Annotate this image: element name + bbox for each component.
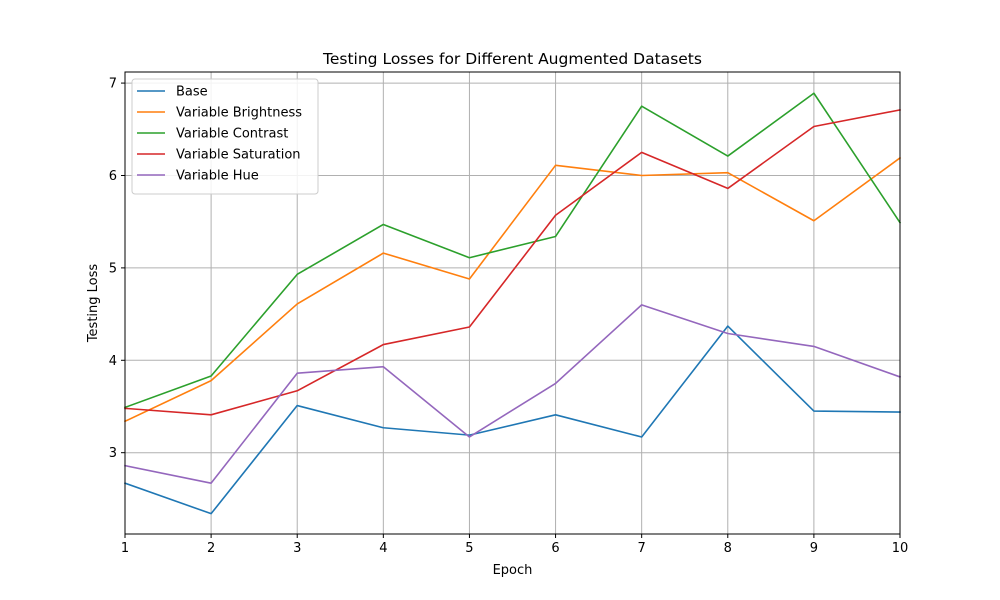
x-tick-label: 10 bbox=[892, 541, 909, 556]
y-axis-label: Testing Loss bbox=[86, 264, 101, 344]
legend-box bbox=[131, 78, 319, 195]
tick-layer: 1 2 3 4 5 6 7 8 9 10 3 4 5 6 7 bbox=[109, 77, 909, 556]
legend-label: Variable Contrast bbox=[176, 127, 288, 142]
x-tick-label: 5 bbox=[465, 541, 473, 556]
y-tick-label: 6 bbox=[109, 169, 117, 184]
plot-frame bbox=[124, 71, 901, 535]
x-tick-label: 8 bbox=[724, 541, 732, 556]
x-tick-label: 4 bbox=[379, 541, 387, 556]
y-tick-label: 4 bbox=[109, 354, 117, 369]
x-tick-label: 7 bbox=[638, 541, 646, 556]
x-tick-label: 6 bbox=[551, 541, 559, 556]
y-tick-label: 3 bbox=[109, 446, 117, 461]
series-line-variable-saturation bbox=[124, 108, 901, 416]
series-line-variable-brightness bbox=[123, 156, 902, 423]
x-tick-label: 3 bbox=[293, 541, 301, 556]
series-line-variable-hue bbox=[124, 304, 902, 484]
legend-label: Variable Brightness bbox=[176, 106, 302, 121]
legend-label: Base bbox=[176, 85, 208, 100]
x-tick-label: 2 bbox=[207, 541, 215, 556]
series-line-base bbox=[123, 325, 901, 515]
x-tick-label: 1 bbox=[121, 541, 129, 556]
series-layer bbox=[123, 92, 902, 515]
y-tick-label: 5 bbox=[109, 261, 117, 276]
chart-title: Testing Losses for Different Augmented D… bbox=[322, 50, 702, 68]
x-axis-label: Epoch bbox=[493, 563, 533, 578]
y-tick-label: 7 bbox=[109, 77, 117, 92]
x-tick-label: 9 bbox=[810, 541, 818, 556]
legend: Base Variable Brightness Variable Contrast… bbox=[131, 78, 319, 195]
legend-label: Variable Hue bbox=[176, 169, 259, 184]
series-line-variable-contrast bbox=[123, 92, 902, 409]
legend-label: Variable Saturation bbox=[176, 148, 301, 163]
